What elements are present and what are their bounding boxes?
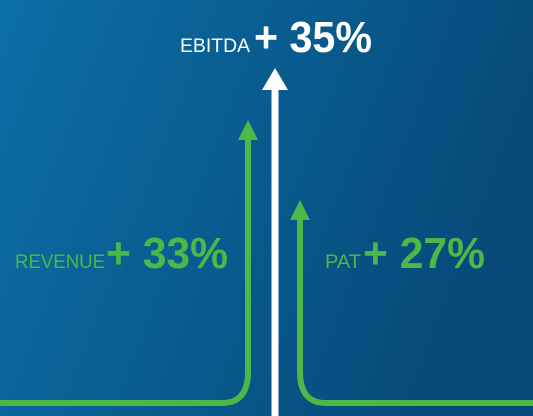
revenue-change: + 33% [106, 229, 228, 278]
pat-change: + 27% [363, 229, 485, 278]
pat-arrow [297, 216, 533, 406]
ebitda-change: + 35% [254, 13, 372, 62]
ebitda-arrowhead [262, 68, 288, 90]
revenue-arrowhead [238, 120, 258, 140]
revenue-label: REVENUE [15, 252, 105, 273]
revenue-arrow [0, 136, 251, 406]
ebitda-label: EBITDA [180, 36, 250, 57]
pat-arrowhead [290, 200, 310, 220]
pat-label: PAT [325, 252, 361, 273]
